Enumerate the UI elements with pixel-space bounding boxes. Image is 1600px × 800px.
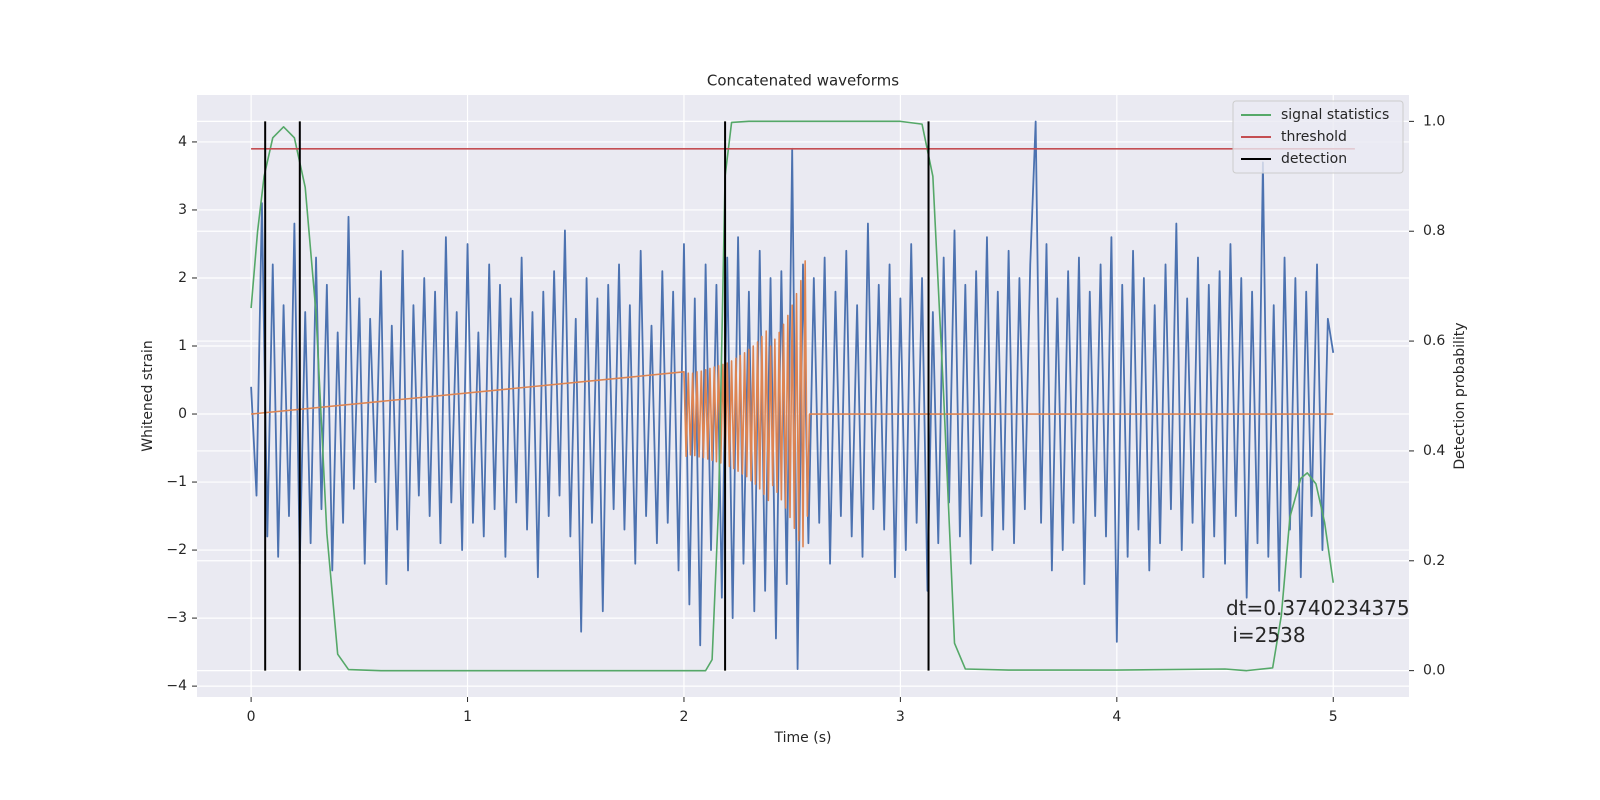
y-axis-label: Whitened strain <box>140 340 156 451</box>
legend-label: signal statistics <box>1281 107 1389 123</box>
x-tick-label: 1 <box>463 709 472 725</box>
y-tick-label: −4 <box>166 678 187 694</box>
y-tick-label: 2 <box>178 270 187 286</box>
y2-tick-label: 0.8 <box>1423 223 1445 239</box>
legend-box <box>1232 100 1404 174</box>
y2-tick-label: 0.2 <box>1423 553 1445 569</box>
annotation: i=2538 <box>1226 623 1306 647</box>
y-tick-label: 3 <box>178 202 187 218</box>
waveform-line <box>251 260 1334 548</box>
y-tick-label: −2 <box>166 542 187 558</box>
x-tick-label: 2 <box>680 709 689 725</box>
series-line <box>250 120 1335 672</box>
y2-tick-label: 0.4 <box>1423 443 1445 459</box>
legend: signal statistics threshold detection <box>1232 100 1404 174</box>
y-tick-label: 0 <box>178 406 187 422</box>
annotation: dt=0.3740234375 <box>1226 596 1410 620</box>
y-tick-label: −1 <box>166 474 187 490</box>
y2-tick-label: 1.0 <box>1423 113 1445 129</box>
x-tick-label: 0 <box>247 709 256 725</box>
y2-tick-label: 0.6 <box>1423 333 1445 349</box>
legend-label: detection <box>1281 151 1347 167</box>
plot-area <box>250 120 1355 672</box>
y2-tick-label: 0.0 <box>1423 663 1445 679</box>
x-tick-label: 5 <box>1329 709 1338 725</box>
x-tick-label: 4 <box>1112 709 1121 725</box>
y-tick-label: 4 <box>178 134 187 150</box>
x-tick-label: 3 <box>896 709 905 725</box>
y-tick-label: −3 <box>166 610 187 626</box>
chart-title: Concatenated waveforms <box>707 72 899 90</box>
y-tick-label: 1 <box>178 338 187 354</box>
legend-label: threshold <box>1281 129 1347 145</box>
x-axis-label: Time (s) <box>774 730 832 746</box>
axes: 0 1 2 3 4 5 −4 −3 −2 −1 0 1 2 3 4 0.0 0.2 0.4 0.6 0.8 1.0 <box>166 113 1445 725</box>
y2-axis-label: Detection probability <box>1452 322 1468 469</box>
